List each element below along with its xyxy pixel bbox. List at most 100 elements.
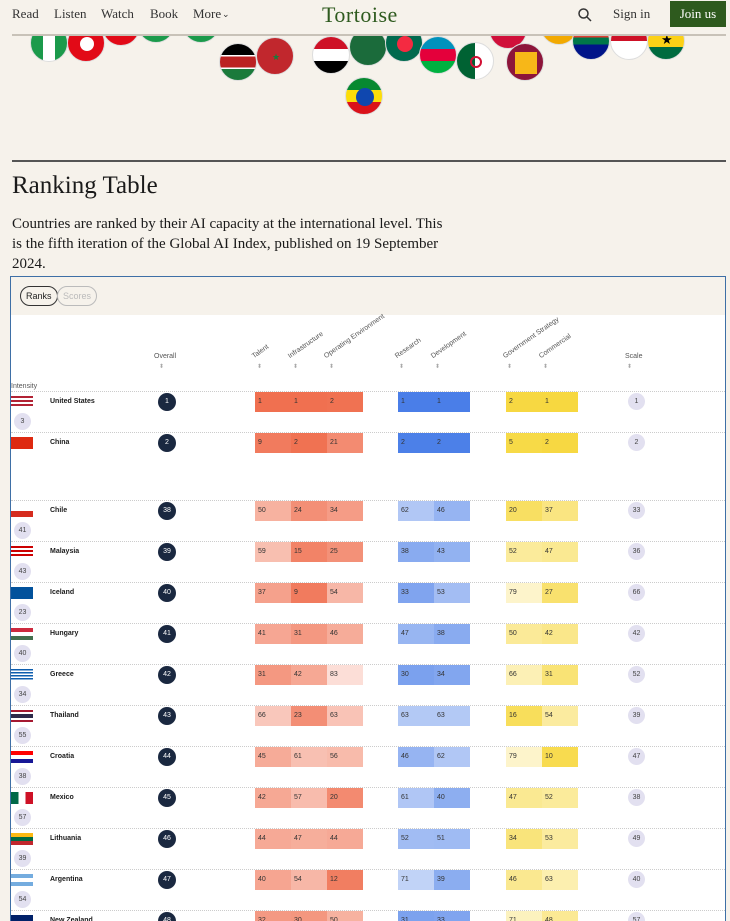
rank-cell-opEnv: 50 — [327, 911, 363, 921]
rank-cell-infra: 42 — [291, 665, 327, 685]
overall-rank-badge: 43 — [158, 707, 176, 725]
country-flag-icon — [11, 546, 33, 558]
country-name[interactable]: New Zealand — [50, 917, 93, 921]
country-name[interactable]: Iceland — [50, 589, 75, 596]
country-name[interactable]: Chile — [50, 507, 68, 514]
rank-cell-opEnv: 83 — [327, 665, 363, 685]
row-divider — [11, 391, 725, 392]
overall-rank-badge: 1 — [158, 393, 176, 411]
rank-cell-research: 52 — [398, 829, 434, 849]
nav-divider — [12, 34, 726, 36]
sort-arrow-icon[interactable]: ⬍ — [293, 364, 299, 370]
row-divider — [11, 910, 725, 911]
country-name[interactable]: Lithuania — [50, 835, 82, 842]
sort-arrow-icon[interactable]: ⬍ — [399, 364, 405, 370]
rank-cell-gov: 16 — [506, 706, 542, 726]
search-icon[interactable] — [578, 8, 592, 27]
rank-cell-dev: 40 — [434, 788, 470, 808]
nav-more[interactable]: More — [193, 6, 222, 21]
tab-ranks[interactable]: Ranks — [20, 286, 58, 306]
country-name[interactable]: Croatia — [50, 753, 75, 760]
row-divider — [11, 746, 725, 747]
country-name[interactable]: China — [50, 439, 70, 446]
rank-cell-dev: 51 — [434, 829, 470, 849]
rank-cell-talent: 40 — [255, 870, 291, 890]
rank-cell-talent: 1 — [255, 392, 291, 412]
algeria-flag-icon — [456, 42, 494, 80]
col-infrastructure[interactable]: Infrastructure — [286, 330, 325, 360]
intensity-rank-badge: 57 — [14, 809, 31, 826]
sign-in-link[interactable]: Sign in — [613, 6, 651, 21]
country-name[interactable]: Thailand — [50, 712, 79, 719]
nav-watch[interactable]: Watch — [101, 6, 134, 21]
rank-cell-dev: 43 — [434, 542, 470, 562]
rank-cell-infra: 54 — [291, 870, 327, 890]
tab-scores[interactable]: Scores — [57, 286, 98, 306]
sort-arrow-icon[interactable]: ⬍ — [159, 364, 165, 370]
nav-book[interactable]: Book — [150, 6, 179, 21]
rank-cell-research: 61 — [398, 788, 434, 808]
country-name[interactable]: Mexico — [50, 794, 74, 801]
rank-cell-talent: 44 — [255, 829, 291, 849]
intensity-rank-badge: 40 — [14, 645, 31, 662]
nav-read[interactable]: Read — [12, 6, 39, 21]
rank-cell-gov: 50 — [506, 624, 542, 644]
tortoise-logo[interactable]: Tortoise — [322, 2, 398, 27]
rank-cell-com: 2 — [542, 433, 578, 453]
country-name[interactable]: Argentina — [50, 876, 83, 883]
intensity-rank-badge: 23 — [14, 604, 31, 621]
join-us-button[interactable]: Join us — [670, 1, 726, 27]
overall-rank-badge: 48 — [158, 912, 176, 921]
row-divider — [11, 623, 725, 624]
scale-rank-badge: 36 — [628, 543, 645, 560]
scale-rank-badge: 57 — [628, 912, 645, 921]
overall-rank-badge: 41 — [158, 625, 176, 643]
country-name[interactable]: Greece — [50, 671, 74, 678]
rank-cell-research: 30 — [398, 665, 434, 685]
intensity-rank-badge: 39 — [14, 850, 31, 867]
col-overall[interactable]: Overall — [154, 353, 177, 360]
rank-cell-talent: 50 — [255, 501, 291, 521]
rank-cell-research: 2 — [398, 433, 434, 453]
sort-arrow-icon[interactable]: ⬍ — [329, 364, 335, 370]
rank-cell-dev: 63 — [434, 706, 470, 726]
rank-cell-com: 1 — [542, 392, 578, 412]
sort-arrow-icon[interactable]: ⬍ — [507, 364, 513, 370]
country-name[interactable]: United States — [50, 398, 95, 405]
country-flag-icon — [11, 710, 33, 722]
chevron-down-icon[interactable]: ⌄ — [222, 9, 230, 19]
sort-arrow-icon[interactable]: ⬍ — [435, 364, 441, 370]
sort-arrow-icon[interactable]: ⬍ — [543, 364, 549, 370]
scale-rank-badge: 39 — [628, 707, 645, 724]
col-commercial[interactable]: Commercial — [537, 332, 573, 360]
rank-cell-research: 71 — [398, 870, 434, 890]
country-flag-icon — [11, 833, 33, 845]
rank-cell-dev: 46 — [434, 501, 470, 521]
rank-cell-research: 33 — [398, 583, 434, 603]
col-talent[interactable]: Talent — [250, 343, 271, 360]
nav-listen[interactable]: Listen — [54, 6, 87, 21]
country-name[interactable]: Hungary — [50, 630, 79, 637]
rank-cell-opEnv: 20 — [327, 788, 363, 808]
overall-rank-badge: 46 — [158, 830, 176, 848]
col-intensity[interactable]: Intensity — [11, 383, 38, 390]
col-government-strategy[interactable]: Government Strategy — [501, 316, 561, 360]
col-research[interactable]: Research — [393, 337, 423, 360]
sort-arrow-icon[interactable]: ⬍ — [257, 364, 263, 370]
rank-cell-research: 47 — [398, 624, 434, 644]
rank-cell-dev: 62 — [434, 747, 470, 767]
rank-cell-talent: 41 — [255, 624, 291, 644]
col-operating-environment[interactable]: Operating Environment — [322, 312, 386, 360]
rank-cell-com: 10 — [542, 747, 578, 767]
scale-rank-badge: 38 — [628, 789, 645, 806]
rank-cell-com: 53 — [542, 829, 578, 849]
rank-cell-gov: 52 — [506, 542, 542, 562]
col-scale[interactable]: Scale — [625, 353, 643, 360]
country-name[interactable]: Malaysia — [50, 548, 80, 555]
country-flag-icon — [11, 792, 33, 804]
ethiopia-flag-icon — [345, 77, 383, 115]
sort-arrow-icon[interactable]: ⬍ — [627, 364, 633, 370]
col-development[interactable]: Development — [429, 330, 468, 360]
rank-cell-opEnv: 2 — [327, 392, 363, 412]
country-flag-icon — [11, 669, 33, 681]
